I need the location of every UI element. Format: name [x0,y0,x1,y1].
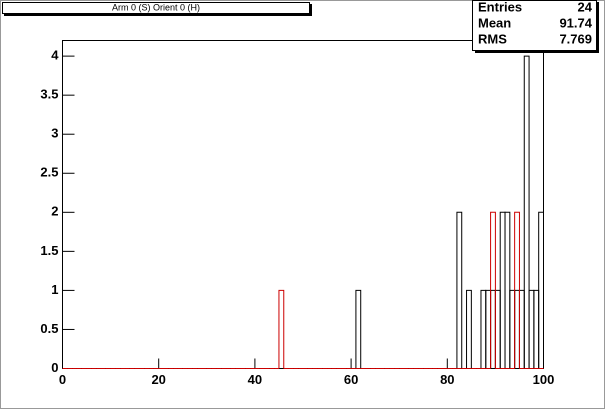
histogram-bin [456,211,463,369]
y-tick-label: 4 [51,48,59,63]
histogram-bin [490,211,496,369]
chart-title: Arm 0 (S) Orient 0 (H) [112,2,200,12]
stats-box [472,0,597,51]
histogram-bin [538,211,544,369]
y-tick-label: 2.5 [40,165,58,180]
histogram-bin [514,211,520,369]
histogram-bin [523,55,530,369]
stat-value: 7.769 [559,31,592,46]
stat-value: 91.74 [559,15,592,30]
histogram-bin [355,289,362,369]
histogram-bin [278,289,285,369]
x-tick-label: 40 [248,372,262,387]
x-tick-label: 100 [533,372,555,387]
y-tick-label: 0 [51,360,58,375]
histogram-bin [466,289,472,369]
y-tick-label: 3.5 [40,87,58,102]
stat-label: Entries [478,0,522,14]
plot: 00.511.522.533.540 20 40 60 80 100 [40,48,554,387]
y-tick-label: 3 [51,126,58,141]
stat-label: Mean [478,15,511,30]
y-tick-label: 0.5 [40,321,58,336]
y-tick-label: 1.5 [40,243,58,258]
y-tick-label: 2 [51,204,58,219]
x-tick-label: 60 [344,372,358,387]
x-tick-label: 0 [59,372,66,387]
y-tick-label: 1 [51,282,58,297]
title-box [2,2,310,14]
x-tick-label: 80 [440,372,454,387]
stat-label: RMS [478,31,507,46]
stats: Entries 24 Mean 91.74 RMS 7.769 [478,0,593,46]
plot-frame [62,40,544,369]
stat-value: 24 [578,0,593,14]
x-tick-label: 20 [151,372,165,387]
